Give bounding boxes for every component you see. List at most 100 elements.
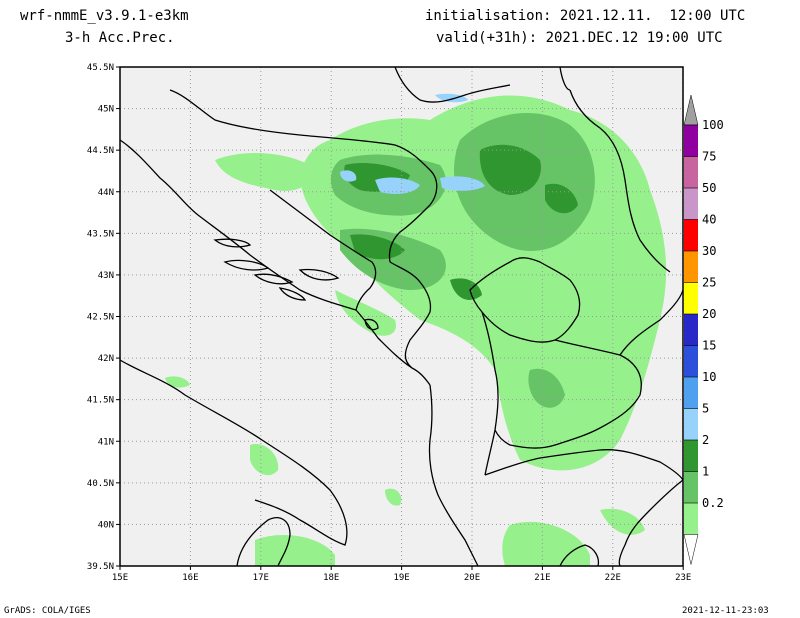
colorbar-segment xyxy=(684,440,698,472)
precip-blue-2 xyxy=(440,176,485,191)
island-3 xyxy=(253,273,294,285)
colorbar-segment xyxy=(684,471,698,503)
init-time: initialisation: 2021.12.11. 12:00 UTC xyxy=(425,8,746,24)
lat-label: 42.5N xyxy=(87,313,114,323)
colorbar-segment xyxy=(684,156,698,188)
lat-label: 45N xyxy=(98,105,114,115)
lon-label: 17E xyxy=(253,573,269,583)
lon-label: 16E xyxy=(182,573,198,583)
colorbar-label: 5 xyxy=(702,402,709,416)
albania-greece-coast xyxy=(428,384,479,567)
colorbar-segment xyxy=(684,345,698,377)
longitude-labels: 15E 16E 17E 18E 19E 20E 21E 22E 23E xyxy=(112,566,691,583)
lat-label: 44.5N xyxy=(87,146,114,156)
precip-light-spot xyxy=(385,488,402,506)
colorbar-label: 2 xyxy=(702,433,709,447)
island-5 xyxy=(298,268,340,281)
lat-label: 44N xyxy=(98,188,114,198)
lon-label: 23E xyxy=(675,573,691,583)
aegean-coast xyxy=(618,479,684,567)
colorbar-label: 50 xyxy=(702,181,716,195)
lake-skadar xyxy=(364,318,379,331)
kosovo-border xyxy=(469,257,581,343)
italy-coast xyxy=(119,359,348,546)
lon-label: 15E xyxy=(112,573,128,583)
island-2 xyxy=(223,259,270,271)
lat-label: 42N xyxy=(98,354,114,364)
greece-north-border xyxy=(484,449,684,481)
field-name: 3-h Acc.Prec. xyxy=(65,30,175,46)
colorbar-segment xyxy=(684,251,698,283)
hungary-border xyxy=(394,66,511,103)
precip-mid-macedonia xyxy=(528,368,565,408)
precip-heavy-kosovo xyxy=(450,278,482,300)
colorbar-segment xyxy=(684,408,698,440)
lat-label: 40N xyxy=(98,520,114,530)
colorbar-label: 10 xyxy=(702,370,716,384)
lat-label: 39.5N xyxy=(87,562,114,572)
bulgaria-macedonia-border xyxy=(619,289,684,356)
colorbar-segment xyxy=(684,188,698,220)
precip-heavy-west xyxy=(350,234,405,260)
colorbar-label: 20 xyxy=(702,307,716,321)
lon-label: 21E xyxy=(534,573,550,583)
colorbar-segment xyxy=(684,503,698,535)
calabria-coast xyxy=(236,517,291,567)
colorbar-label: 30 xyxy=(702,244,716,258)
bosnia-north-border xyxy=(169,89,438,206)
precip-blue-4 xyxy=(435,93,468,103)
colorbar-label: 100 xyxy=(702,118,724,132)
lon-label: 18E xyxy=(323,573,339,583)
macedonia-border xyxy=(494,339,642,449)
lon-label: 20E xyxy=(464,573,480,583)
colorbar: 100 75 50 40 30 25 20 15 10 5 2 1 0.2 xyxy=(683,94,724,565)
precip-heavy-serbia xyxy=(479,144,541,195)
precip-light-coast xyxy=(335,290,396,336)
latitude-labels: 45.5N 45N 44.5N 44N 43.5N 43N 42.5N 42N 41.5N 41N… xyxy=(87,63,120,572)
precip-blue-1 xyxy=(375,177,420,194)
colorbar-label: 40 xyxy=(702,213,716,227)
precip-blue-3 xyxy=(340,170,357,182)
lat-label: 45.5N xyxy=(87,63,114,73)
adriatic-east-coast xyxy=(119,139,431,386)
colorbar-segment xyxy=(684,219,698,251)
lat-label: 41.5N xyxy=(87,396,114,406)
lat-label: 43N xyxy=(98,271,114,281)
lon-label: 22E xyxy=(605,573,621,583)
colorbar-label: 15 xyxy=(702,339,716,353)
lat-label: 40.5N xyxy=(87,479,114,489)
colorbar-segment xyxy=(684,125,698,157)
footer-credit: GrADS: COLA/IGES xyxy=(4,606,91,616)
model-name: wrf-nmmE_v3.9.1-e3km xyxy=(20,8,189,24)
coastlines-borders xyxy=(119,66,684,567)
precip-heavy-east xyxy=(545,183,578,214)
island-4 xyxy=(278,287,307,301)
albania-east-border xyxy=(481,311,499,476)
island-1 xyxy=(213,238,252,248)
colorbar-segment xyxy=(684,314,698,346)
serbia-east-border xyxy=(569,89,671,273)
romania-border xyxy=(559,66,571,91)
lat-label: 43.5N xyxy=(87,229,114,239)
colorbar-top-arrow xyxy=(683,94,699,126)
colorbar-label: 0.2 xyxy=(702,496,724,510)
colorbar-segment xyxy=(684,282,698,314)
precip-field xyxy=(165,93,667,566)
colorbar-label: 75 xyxy=(702,150,716,164)
precip-light-sw xyxy=(165,376,190,388)
colorbar-label: 1 xyxy=(702,465,709,479)
valid-time: valid(+31h): 2021.DEC.12 19:00 UTC xyxy=(436,30,723,46)
precip-light-west xyxy=(215,153,313,191)
colorbar-label: 25 xyxy=(702,276,716,290)
footer-timestamp: 2021-12-11-23:03 xyxy=(682,606,769,616)
precip-light-italy xyxy=(250,444,279,476)
chalkidiki xyxy=(559,544,600,567)
colorbar-segment xyxy=(684,377,698,409)
bosnia-south-border xyxy=(269,189,377,311)
precip-light-south xyxy=(255,535,335,566)
montenegro-border xyxy=(389,261,432,369)
lon-label: 19E xyxy=(393,573,409,583)
lat-label: 41N xyxy=(98,437,114,447)
colorbar-bottom-arrow xyxy=(683,534,699,565)
